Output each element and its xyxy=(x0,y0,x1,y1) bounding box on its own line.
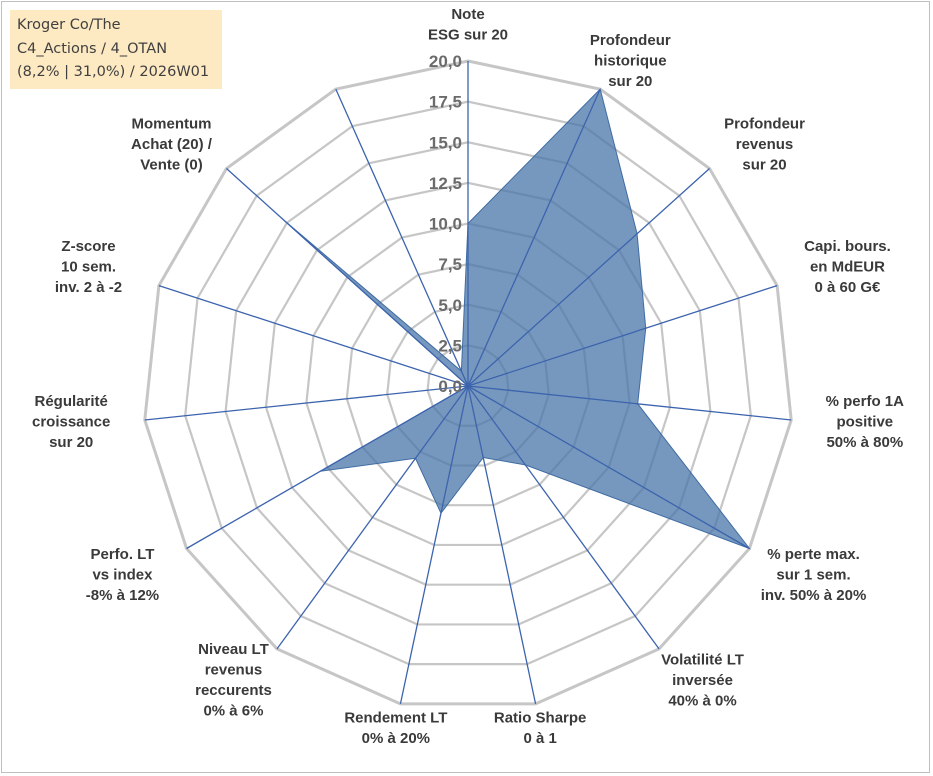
performance-stats: (8,2% | 31,0%) / 2026W01 xyxy=(17,64,210,80)
axis-label-line: 40% à 0% xyxy=(668,692,736,709)
tick-label: 2,5 xyxy=(438,336,462,355)
axis-label-7: Ratio Sharpe 0 à 1 xyxy=(494,709,587,747)
axis-label-line: sur 20 xyxy=(742,156,786,173)
axis-label-line: positive xyxy=(836,414,893,431)
axis-label-9: Niveau LT revenus reccurents 0% à 6% xyxy=(195,641,272,720)
axis-label-line: sur 20 xyxy=(49,434,93,451)
spoke-11 xyxy=(144,385,469,421)
axis-label-line: Perfo. LT xyxy=(91,546,155,563)
spoke-8 xyxy=(399,385,469,705)
axis-label-line: inv. 2 à -2 xyxy=(55,279,122,296)
axis-label-line: sur 1 sem. xyxy=(776,567,850,584)
axis-label-line: Rendement LT xyxy=(344,709,447,726)
grid-ring-6 xyxy=(224,141,712,626)
spoke-2 xyxy=(467,168,710,387)
spoke-5 xyxy=(467,385,750,550)
axis-label-line: Capi. bours. xyxy=(804,238,891,255)
axis-label-line: % perfo 1A xyxy=(826,393,905,410)
axis-label-6: Volatilité LT inversée 40% à 0% xyxy=(661,651,744,709)
axis-label-2: Profondeur revenus sur 20 xyxy=(724,115,805,173)
axis-label-line: Niveau LT xyxy=(198,641,269,658)
axis-label-line: Ratio Sharpe xyxy=(494,709,587,726)
tick-label: 12,5 xyxy=(429,174,462,193)
axis-label-line: inversée xyxy=(672,672,733,689)
axis-label-3: Capi. bours. en MdEUR 0 à 60 G€ xyxy=(804,238,891,296)
axis-label-line: 0% à 20% xyxy=(362,730,430,747)
axis-label-line: ESG sur 20 xyxy=(428,27,508,44)
axis-label-line: 0 à 1 xyxy=(523,730,556,747)
spoke-7 xyxy=(467,385,537,705)
axis-label-line: 0 à 60 G€ xyxy=(815,279,882,296)
axis-label-line: Profondeur xyxy=(590,32,671,49)
axis-label-line: Vente (0) xyxy=(140,156,203,173)
axis-label-line: Régularité xyxy=(35,393,108,410)
axis-label-line: sur 20 xyxy=(608,73,652,90)
axis-label-line: % perte max. xyxy=(767,546,860,563)
portfolio-name: C4_Actions / 4_OTAN xyxy=(17,40,168,57)
axis-label-line: -8% à 12% xyxy=(86,587,159,604)
axis-label-12: Z-score 10 sem. inv. 2 à -2 xyxy=(55,238,122,296)
spoke-3 xyxy=(467,284,778,387)
radar-series xyxy=(280,88,751,550)
axis-label-line: Note xyxy=(451,6,484,23)
radar-spokes xyxy=(144,61,792,705)
spoke-13 xyxy=(226,168,469,387)
axis-label-line: revenus xyxy=(736,136,794,153)
axis-label-line: Momentum xyxy=(131,115,211,132)
axis-label-0: Note ESG sur 20 xyxy=(428,6,508,44)
radar-tick-labels: 0,0 2,5 5,0 7,5 10,0 12,5 15,0 17,5 20,0 xyxy=(429,52,462,396)
tick-label: 10,0 xyxy=(429,215,462,234)
axis-label-13: Momentum Achat (20) / Vente (0) xyxy=(131,115,213,173)
tick-label: 7,5 xyxy=(438,255,462,274)
axis-label-line: historique xyxy=(594,52,667,69)
axis-label-line: croissance xyxy=(32,414,110,431)
spoke-1 xyxy=(467,88,601,387)
axis-label-line: revenus xyxy=(205,662,263,679)
spoke-14 xyxy=(335,88,469,387)
axis-label-8: Rendement LT 0% à 20% xyxy=(344,709,447,747)
axis-label-line: Achat (20) / xyxy=(131,136,213,153)
tick-label: 20,0 xyxy=(429,52,462,71)
axis-label-line: 50% à 80% xyxy=(826,434,903,451)
series-area-0 xyxy=(280,88,751,550)
axis-label-line: Z-score xyxy=(61,238,115,255)
axis-label-line: 0% à 6% xyxy=(203,703,263,720)
company-name: Kroger Co/The xyxy=(17,17,121,33)
axis-label-line: Volatilité LT xyxy=(661,651,744,668)
axis-label-line: vs index xyxy=(92,567,153,584)
radar-axis-labels: Note ESG sur 20 Profondeur historique sur 20… xyxy=(32,6,904,747)
axis-label-line: 10 sem. xyxy=(61,259,116,276)
spoke-9 xyxy=(276,385,469,650)
grid-ring-8 xyxy=(143,59,793,706)
axis-label-5: % perte max. sur 1 sem. inv. 50% à 20% xyxy=(761,546,867,604)
axis-label-10: Perfo. LT vs index -8% à 12% xyxy=(86,546,159,604)
spoke-6 xyxy=(467,385,660,650)
axis-label-line: Profondeur xyxy=(724,115,805,132)
axis-label-4: % perfo 1A positive 50% à 80% xyxy=(826,393,905,451)
grid-ring-7 xyxy=(184,100,752,666)
axis-label-line: inv. 50% à 20% xyxy=(761,587,867,604)
axis-label-1: Profondeur historique sur 20 xyxy=(590,32,671,90)
axis-label-line: reccurents xyxy=(195,682,272,699)
spoke-10 xyxy=(186,385,469,550)
axis-label-line: en MdEUR xyxy=(810,259,885,276)
spoke-12 xyxy=(158,284,469,387)
axis-label-11: Régularité croissance sur 20 xyxy=(32,393,110,451)
tick-label: 0,0 xyxy=(438,377,462,396)
spoke-4 xyxy=(467,385,792,421)
tick-label: 15,0 xyxy=(429,133,462,152)
tick-label: 17,5 xyxy=(429,93,462,112)
info-box: Kroger Co/The C4_Actions / 4_OTAN (8,2% … xyxy=(10,10,222,89)
tick-label: 5,0 xyxy=(438,296,462,315)
